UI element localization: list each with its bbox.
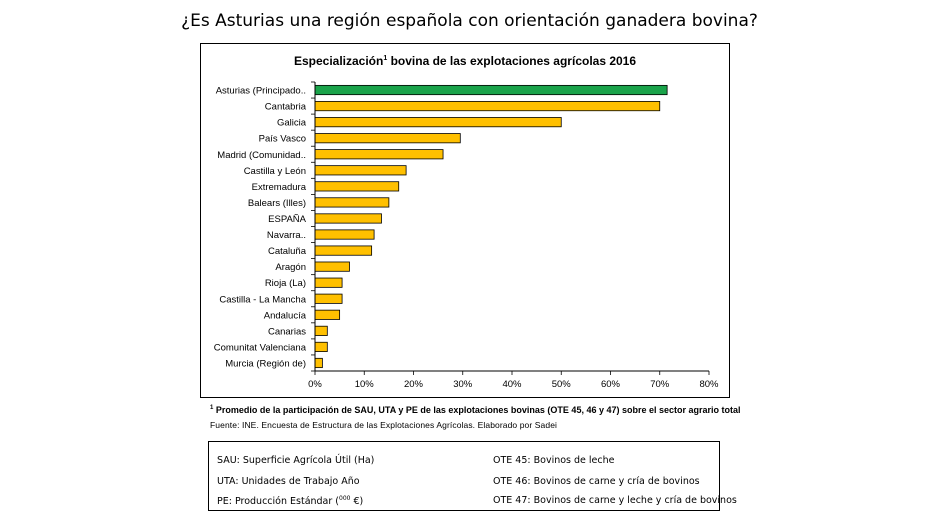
abbreviations-box: SAU: Superficie Agrícola Útil (Ha) UTA: …	[208, 441, 737, 511]
bar	[314, 84, 668, 96]
chart-title-rest: bovina de las explotaciones agrícolas 20…	[387, 54, 637, 68]
chart-title-main: Especialización	[293, 54, 384, 68]
legend-ote45: OTE 45: Bovinos de leche	[493, 455, 615, 466]
category-label: Extremadura	[252, 182, 307, 193]
legend-pe-main: PE: Producción Estándar (	[217, 496, 340, 508]
footnote-text: Promedio de la participación de SAU, UTA…	[213, 405, 741, 415]
x-tick-label: 40%	[502, 379, 522, 390]
bar	[314, 197, 390, 208]
bar	[314, 149, 444, 160]
category-label: Cataluña	[268, 246, 307, 257]
x-tick-label: 10%	[355, 379, 375, 390]
bar	[314, 133, 461, 144]
legend-uta: UTA: Unidades de Trabajo Año	[217, 476, 360, 487]
chart-title: Especialización1 bovina de las explotaci…	[201, 54, 729, 68]
category-label: Aragón	[275, 262, 306, 273]
category-label: Galicia	[277, 118, 307, 129]
category-label: Rioja (La)	[265, 278, 306, 289]
category-label: Canarias	[268, 326, 306, 337]
category-label: Comunitat Valenciana	[214, 342, 307, 353]
category-label: País Vasco	[259, 134, 306, 145]
legend-pe-sup: 000	[339, 495, 351, 502]
bar	[314, 325, 328, 336]
x-tick-label: 30%	[453, 379, 473, 390]
bar	[314, 293, 343, 304]
chart-title-sup: 1	[383, 55, 388, 62]
x-tick-label: 20%	[404, 379, 424, 390]
source-note: Fuente: INE. Encuesta de Estructura de l…	[210, 420, 558, 430]
category-label: Asturias (Principado..	[216, 86, 306, 97]
footnote: 1 Promedio de la participación de SAU, U…	[210, 405, 741, 415]
bar	[314, 357, 323, 369]
bar	[314, 229, 375, 240]
category-label: Murcia (Región de)	[225, 358, 306, 369]
bar	[314, 309, 341, 320]
category-label: Cantabria	[265, 102, 307, 113]
legend-pe: PE: Producción Estándar (000 €)	[217, 495, 363, 507]
category-label: Navarra..	[267, 230, 306, 241]
footnote-sup: 1	[210, 405, 214, 411]
category-label: Castilla - La Mancha	[219, 294, 306, 305]
bar	[314, 213, 382, 224]
bar	[314, 117, 562, 128]
bar	[314, 165, 407, 176]
bar	[314, 101, 661, 112]
legend-sau: SAU: Superficie Agrícola Útil (Ha)	[217, 455, 375, 466]
category-label: Balears (Illes)	[248, 198, 306, 209]
bar	[314, 245, 373, 256]
x-tick-label: 80%	[699, 379, 719, 390]
category-label: Andalucía	[264, 310, 307, 321]
category-label: ESPAÑA	[268, 214, 307, 225]
x-tick-label: 60%	[601, 379, 621, 390]
legend-ote46: OTE 46: Bovinos de carne y cría de bovin…	[493, 476, 700, 487]
bar	[314, 261, 350, 272]
bar	[314, 341, 328, 352]
x-tick-label: 70%	[650, 379, 670, 390]
legend-pe-end: €)	[350, 496, 364, 508]
page-title: ¿Es Asturias una región española con ori…	[181, 11, 758, 31]
category-label: Madrid (Comunidad..	[217, 150, 306, 161]
category-label: Castilla y León	[244, 166, 306, 177]
bar	[314, 181, 400, 192]
bar-chart: Asturias (Principado.. Cantabria Galicia Pa…	[214, 81, 719, 390]
legend-ote47: OTE 47: Bovinos de carne y leche y cría …	[493, 495, 737, 506]
chart-container: Especialización1 bovina de las explotaci…	[200, 43, 730, 398]
x-tick-label: 50%	[552, 379, 572, 390]
x-tick-label: 0%	[308, 379, 322, 390]
bar	[314, 277, 343, 288]
